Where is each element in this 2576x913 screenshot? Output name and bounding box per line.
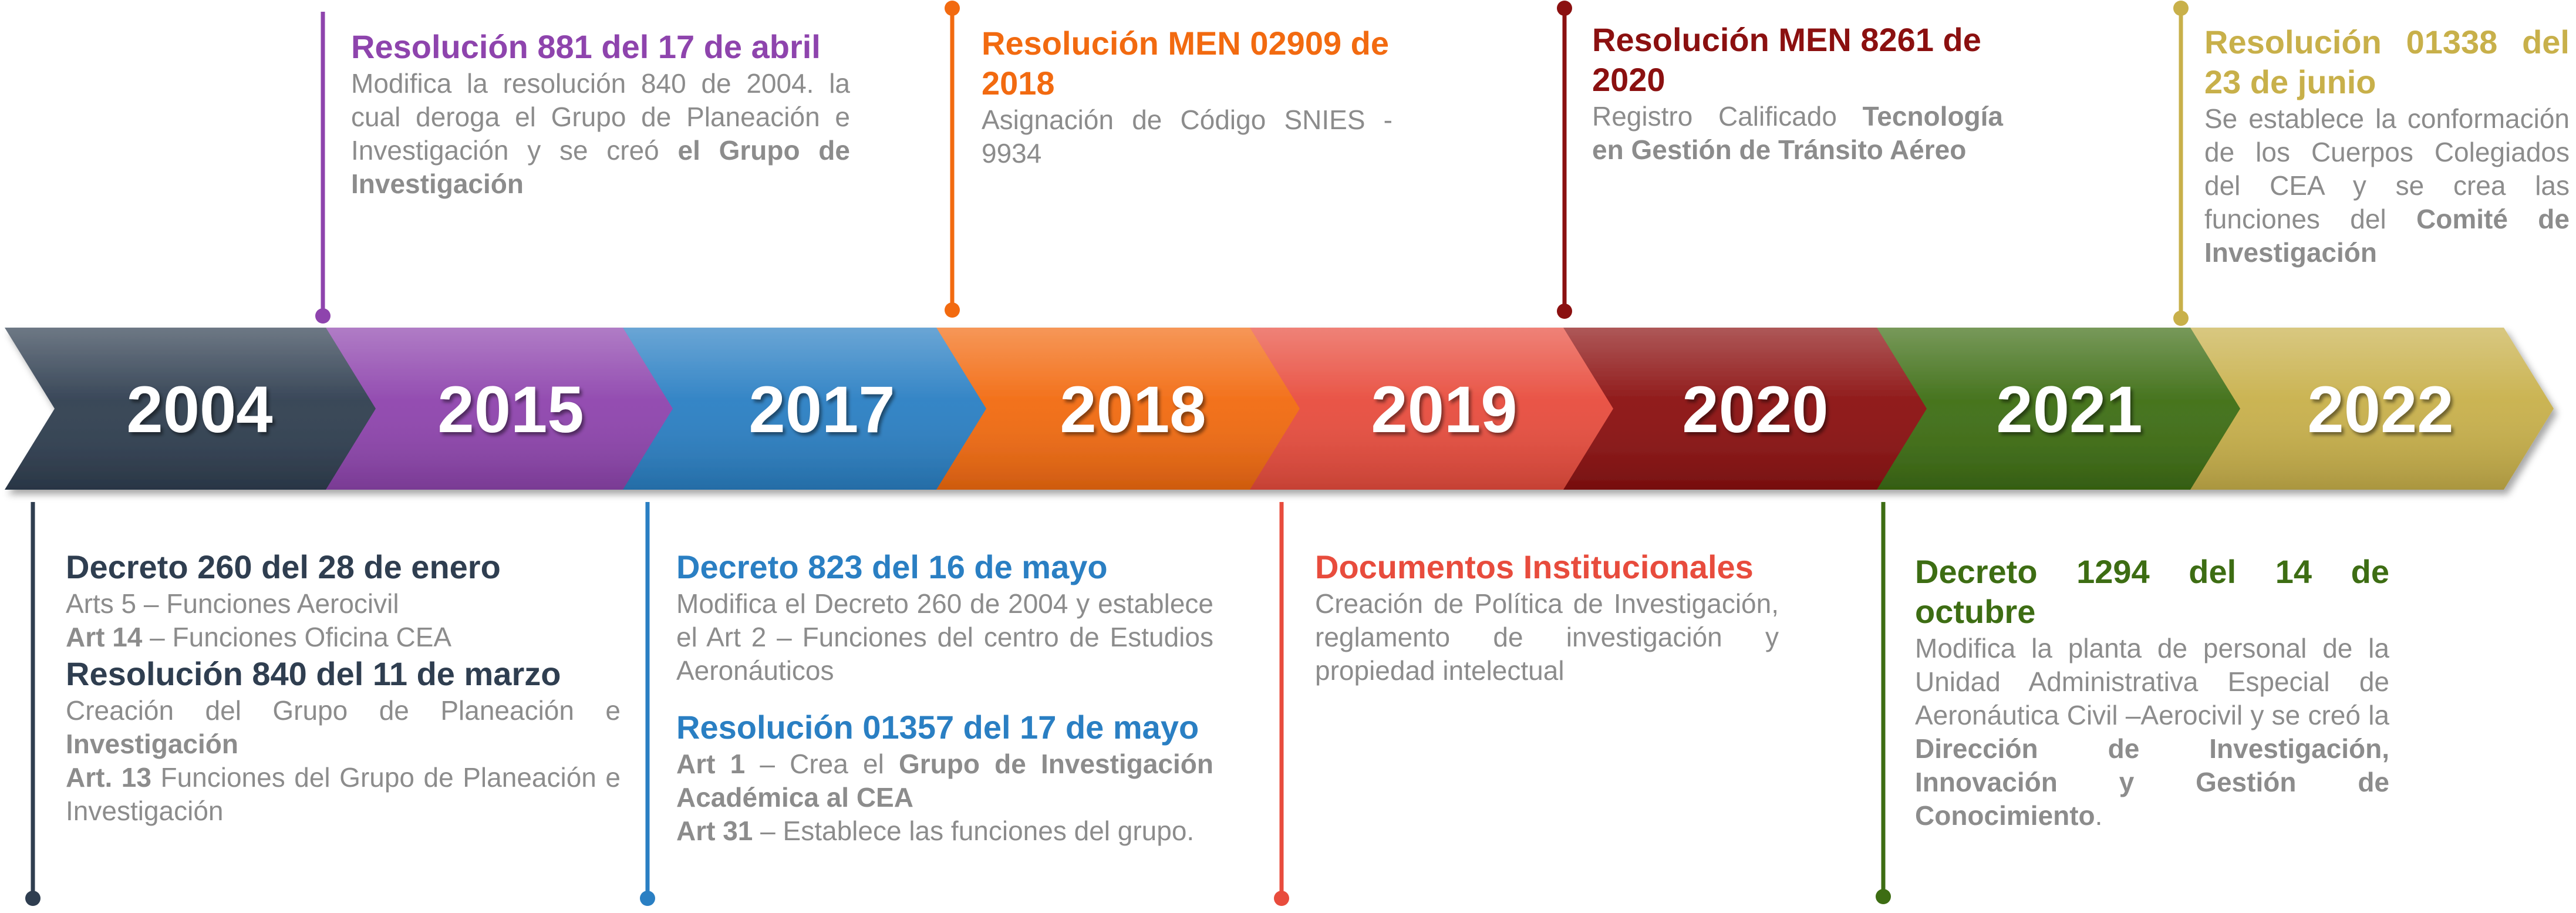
chevron-band xyxy=(5,328,2554,490)
connector-dot-2018 xyxy=(945,302,960,318)
event-2021: Decreto 1294 del 14 de octubre Modifica … xyxy=(1915,552,2389,833)
chevron-2019 xyxy=(1240,328,1613,490)
event-2022-title: Resolución 01338 del 23 de junio xyxy=(2204,23,2570,100)
event-2015-title: Resolución 881 del 17 de abril xyxy=(351,28,821,65)
chevron-2004 xyxy=(5,328,376,490)
event-2018-description: Asignación de Código SNIES - 9934 xyxy=(982,105,1392,169)
event-2004-desc-2a: Creación del Grupo de Planeación e Inves… xyxy=(66,695,621,759)
event-2017-desc-1: Modifica el Decreto 260 de 2004 y establ… xyxy=(676,588,1213,686)
year-label-2015: 2015 xyxy=(437,373,584,446)
year-label-2020: 2020 xyxy=(1682,373,1828,446)
event-2022: Resolución 01338 del 23 de junio Se esta… xyxy=(2204,22,2570,269)
event-2015: Resolución 881 del 17 de abril Modifica … xyxy=(351,27,850,201)
chevron-2017 xyxy=(613,328,986,490)
event-2019: Documentos Institucionales Creación de P… xyxy=(1315,547,1779,688)
event-2017-desc-2b: Art 31 – Establece las funciones del gru… xyxy=(676,816,1195,846)
event-2020: Resolución MEN 8261 de 2020 Registro Cal… xyxy=(1592,20,2003,167)
connector-dot-2018-top xyxy=(945,1,960,16)
connector-dot-2022 xyxy=(2173,311,2189,326)
event-2018-title: Resolución MEN 02909 de 2018 xyxy=(982,25,1390,102)
event-2004-desc-2b: Art. 13 Funciones del Grupo de Planeació… xyxy=(66,762,621,826)
event-2020-description: Registro Calificado Tecnología en Gestió… xyxy=(1592,101,2003,165)
year-label-2021: 2021 xyxy=(1996,373,2142,446)
event-2004: Decreto 260 del 28 de enero Arts 5 – Fun… xyxy=(66,547,621,828)
chevron-2021 xyxy=(1867,328,2240,490)
year-label-2018: 2018 xyxy=(1060,373,1206,446)
chevron-2020 xyxy=(1554,328,1927,490)
connectors xyxy=(25,1,2189,906)
connector-dot-2004 xyxy=(25,891,41,906)
event-2004-desc-1a: Arts 5 – Funciones Aerocivil xyxy=(66,588,399,619)
chevron-2015 xyxy=(300,328,673,490)
chevron-2022 xyxy=(2181,328,2554,490)
event-2004-title-2: Resolución 840 del 11 de marzo xyxy=(66,655,561,692)
year-label-2019: 2019 xyxy=(1371,373,1517,446)
year-labels: 2004 2015 2017 2018 2019 2020 2021 2022 xyxy=(126,373,2453,446)
connector-dot-2021 xyxy=(1876,889,1891,904)
event-2017: Decreto 823 del 16 de mayo Modifica el D… xyxy=(676,547,1213,848)
event-2022-description: Se establece la conformación de los Cuer… xyxy=(2204,103,2570,268)
chevron-2018 xyxy=(927,328,1300,490)
year-label-2022: 2022 xyxy=(2307,373,2453,446)
connector-dot-2020-top xyxy=(1557,1,1572,16)
event-2015-description: Modifica la resolución 840 de 2004. la c… xyxy=(351,68,850,199)
event-2019-title: Documentos Institucionales xyxy=(1315,548,1754,585)
event-2017-title-1: Decreto 823 del 16 de mayo xyxy=(676,548,1108,585)
event-2017-desc-2a: Art 1 – Crea el Grupo de Investigación A… xyxy=(676,749,1213,813)
event-2017-title-2: Resolución 01357 del 17 de mayo xyxy=(676,709,1199,746)
event-2020-title: Resolución MEN 8261 de 2020 xyxy=(1592,21,1981,98)
year-label-2017: 2017 xyxy=(748,373,895,446)
event-2021-description: Modifica la planta de personal de la Uni… xyxy=(1915,633,2389,831)
connector-dot-2022-top xyxy=(2173,1,2189,16)
connector-dot-2017 xyxy=(640,891,655,906)
event-2004-title-1: Decreto 260 del 28 de enero xyxy=(66,548,501,585)
event-2004-desc-1b: Art 14 – Funciones Oficina CEA xyxy=(66,622,452,652)
event-2019-description: Creación de Política de Investigación, r… xyxy=(1315,588,1779,686)
event-2021-title: Decreto 1294 del 14 de octubre xyxy=(1915,553,2389,630)
event-2018: Resolución MEN 02909 de 2018 Asignación … xyxy=(982,23,1392,170)
connector-dot-2019 xyxy=(1274,891,1289,906)
connector-dot-2015 xyxy=(315,308,331,324)
year-label-2004: 2004 xyxy=(126,373,272,446)
connector-dot-2020 xyxy=(1557,304,1572,319)
